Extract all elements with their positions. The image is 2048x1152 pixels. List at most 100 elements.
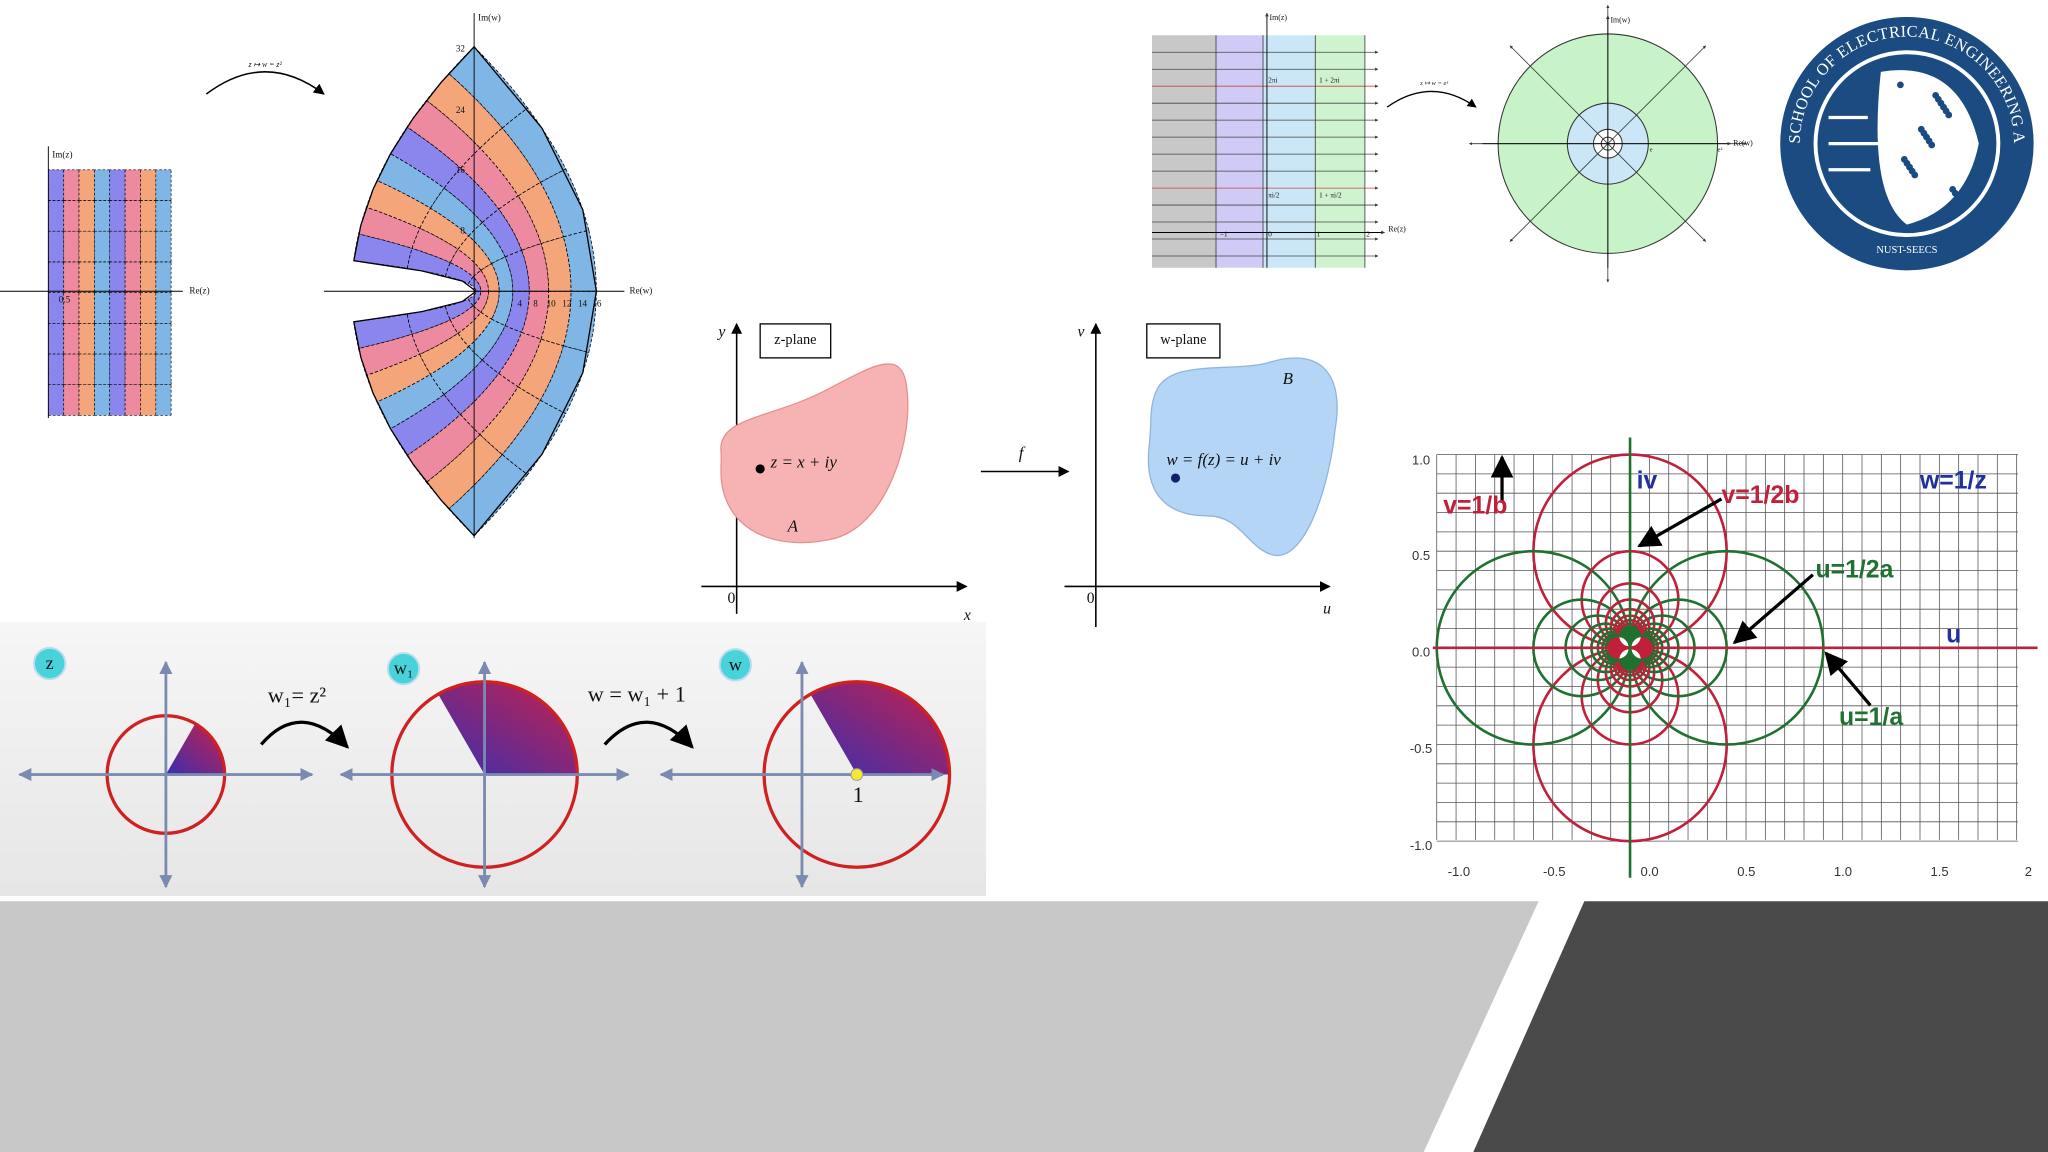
label: 0.0 [1412,645,1430,660]
sector [438,681,578,775]
label: z ↦ w = eᶻ [1419,80,1448,87]
label: w = f(z) = u + iv [1166,450,1281,469]
grid-cell [47,261,65,293]
grid-cell [540,236,572,292]
map-arrow [205,71,325,95]
grid-cell [94,292,111,324]
label: 0 [1087,590,1095,607]
grid-cell [501,399,567,476]
label: z [46,653,54,673]
label: u=1/2a [1816,556,1894,583]
label: 2πi [1268,77,1277,85]
label: e² [1718,147,1723,154]
grid-cell [109,292,126,324]
axis [1607,45,1707,144]
logo-dot [1932,91,1940,99]
strip [1315,35,1365,268]
grid-cell [140,322,157,355]
grid-cell [63,322,80,355]
axis [1509,45,1609,144]
grid-cell [94,230,111,263]
label: 10 [547,298,557,308]
logo-dot [1900,155,1908,163]
grid-cell [78,200,95,232]
label: -1.0 [1448,864,1470,879]
label: 1 + πi/2 [1319,192,1342,200]
label: -0.5 [1543,864,1565,879]
label: 0 [1268,231,1272,239]
grid-cell [78,169,95,201]
grid-cell [47,384,65,416]
grid-cell [47,200,65,232]
label: 16 [456,165,466,175]
label: 32 [456,44,466,54]
grid-cell [109,200,126,232]
label: 1.0 [1412,453,1430,468]
point [850,768,864,781]
point [1170,473,1181,483]
grid-cell [47,322,65,355]
label: 1 [853,782,864,807]
grid-cell [94,322,111,355]
label: 24 [456,105,466,115]
logo-text: SCHOOL OF ELECTRICAL ENGINEERING AND COM… [0,0,2029,144]
grid-cell [140,169,157,201]
grid-cell [124,353,141,385]
label: z-plane [774,332,816,348]
grid-cell [140,261,157,293]
grid-cell [155,353,172,385]
grid-cell [109,261,126,293]
label: -0.5 [1410,741,1432,756]
label: z = x + iy [770,453,838,472]
label: 4 [518,298,523,308]
label: 12 [562,298,572,308]
grid-cell [109,169,126,201]
label: 1.5 [1931,864,1949,879]
label: w [729,654,743,674]
label: Re(z) [189,285,209,295]
logo-dot [1917,125,1925,133]
grid-cell [155,384,172,416]
axis [1509,143,1609,242]
label: NUST-SEECS [1876,245,1937,256]
label: Im(w) [478,12,501,22]
label: 1 + 2πi [1319,77,1339,85]
label: v [1078,324,1085,341]
grid-cell [94,353,111,385]
label: A [787,517,799,536]
grid-cell [124,200,141,232]
map-arrow [259,720,350,749]
grid-cell [94,200,111,232]
label: Re(w) [630,285,653,295]
grid-cell [78,261,95,293]
grid-cell [140,353,157,385]
logo-globe [1877,70,1979,225]
label: v=1/2b [1721,482,1799,509]
label: 0.0 [1641,864,1659,879]
axis [1607,143,1707,242]
grid-cell [78,230,95,263]
grid-cell [124,384,141,416]
grid-cell [353,313,413,350]
plane-box [1146,323,1221,359]
region-a [720,363,909,544]
label: w-plane [1160,332,1206,348]
grid-cell [94,169,111,201]
grid-cell [449,248,482,278]
label: 2 [2025,864,2032,879]
label: 2 [1366,231,1370,239]
logo-circuit [1828,115,1879,172]
logo-dot [1949,185,1957,193]
label: w = w₁ + 1 [588,681,686,706]
pointer [1637,497,1723,548]
label: Re(w) [1733,138,1753,147]
label: 8 [533,298,538,308]
pointer [1732,573,1814,645]
label: x [963,607,971,624]
grid-cell [140,230,157,263]
map-arrow [603,720,694,749]
strip [1263,35,1316,268]
grid-cell [155,322,172,355]
grid-cell [78,322,95,355]
